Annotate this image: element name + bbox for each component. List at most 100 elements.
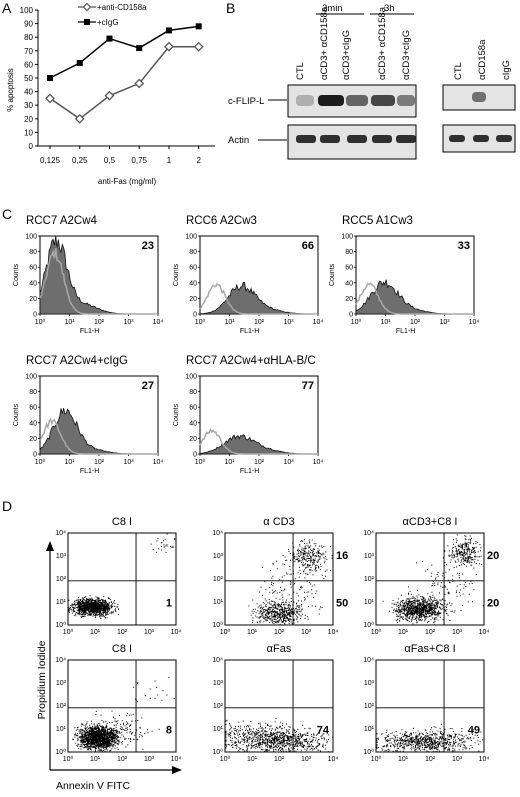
legend: +anti-CD158a +cIgG xyxy=(78,2,147,27)
cflip-band xyxy=(318,95,344,106)
hist-y-axis-label: Counts xyxy=(173,263,180,286)
dot-y-tick-label: 10² xyxy=(213,703,224,710)
hist-x-axis-label: FL1-H xyxy=(80,468,99,475)
data-point-anti-cd158a xyxy=(193,41,204,52)
y-tick-label: 40 xyxy=(24,88,33,97)
y-tick-label: 100 xyxy=(20,6,34,15)
hist-x-tick-label: 10³ xyxy=(283,459,294,466)
control-histogram xyxy=(199,282,318,315)
dot-y-tick-label: 10² xyxy=(56,576,67,583)
dot-x-tick-label: 10¹ xyxy=(90,756,101,763)
dot-y-tick-label: 10¹ xyxy=(213,726,224,733)
lane-acd158a-right: αCD158a xyxy=(477,39,488,80)
hist-y-tick-label: 60 xyxy=(29,405,37,412)
dot-x-tick-label: 10⁴ xyxy=(171,629,182,636)
lower-right-percent: 20 xyxy=(487,598,499,610)
hist-x-tick-label: 10⁴ xyxy=(153,459,164,466)
lower-right-percent: 74 xyxy=(317,725,330,737)
western-blot-panel: 3min 3h CTL αCD3+ αCD158a αCD3+cIgG αCD3… xyxy=(228,3,516,160)
histogram-value: 23 xyxy=(142,240,154,252)
x-axis-label: anti-Fas (mg/ml) xyxy=(98,177,157,186)
row-label-actin: Actin xyxy=(228,135,249,146)
hist-x-axis-label: FL1-H xyxy=(240,468,259,475)
hist-x-axis-label: FL1-H xyxy=(396,328,415,335)
data-point-anti-cd158a xyxy=(74,113,85,124)
hist-y-tick-label: 60 xyxy=(189,405,197,412)
x-tick-label: 0,5 xyxy=(104,156,116,165)
hist-x-tick-label: 10³ xyxy=(123,459,134,466)
y-tick-label: 50 xyxy=(24,74,33,83)
dot-x-tick-label: 10² xyxy=(274,629,285,636)
actin-band xyxy=(372,135,392,143)
dot-y-tick-label: 10⁰ xyxy=(363,748,374,756)
d-y-arrowhead xyxy=(46,541,54,551)
dot-y-tick-label: 10¹ xyxy=(364,726,375,733)
hist-y-tick-label: 80 xyxy=(29,249,37,256)
hist-y-tick-label: 40 xyxy=(189,280,197,287)
event-dots xyxy=(72,677,175,753)
x-tick-label: 0,125 xyxy=(40,156,61,165)
d-y-axis-label: Propidium Iodide xyxy=(36,640,48,719)
lane-cigg-right: cIgG xyxy=(501,60,512,80)
hist-y-tick-label: 60 xyxy=(29,265,37,272)
y-tick-label: 90 xyxy=(24,20,33,29)
panel-letter-c: C xyxy=(2,206,12,222)
lower-right-percent: 50 xyxy=(336,598,348,610)
data-point-anti-cd158a xyxy=(134,78,145,89)
dotplot-frame xyxy=(67,659,177,753)
dot-y-tick-label: 10⁴ xyxy=(55,657,66,664)
dot-y-tick-label: 10¹ xyxy=(56,599,67,606)
data-point-cigg xyxy=(106,35,113,42)
hist-x-tick-label: 10⁰ xyxy=(195,458,206,466)
histogram-panel: RCC7 A2Cw4+cIgG 27 0 20 40 60 80 100 Counts 10⁰ 10… xyxy=(13,355,163,475)
actin-band-right xyxy=(496,135,512,142)
hist-x-tick-label: 10² xyxy=(410,319,421,326)
data-point-cigg xyxy=(165,27,172,34)
dotplot-frame xyxy=(224,659,334,753)
dot-x-tick-label: 10³ xyxy=(452,629,463,636)
lower-right-percent: 8 xyxy=(166,725,172,737)
histogram-value: 33 xyxy=(458,240,470,252)
lower-right-percent: 49 xyxy=(468,725,480,737)
hist-x-tick-label: 10¹ xyxy=(64,459,75,466)
dot-x-tick-label: 10⁰ xyxy=(371,628,382,636)
event-dots xyxy=(248,539,333,626)
legend-label-anti-cd158a: +anti-CD158a xyxy=(97,3,147,12)
event-dots xyxy=(225,718,334,753)
y-tick-label: 70 xyxy=(24,47,33,56)
histogram-panel: RCC7 A2Cw4 23 0 20 40 60 80 100 Counts 10⁰ 10¹ 10² 1… xyxy=(13,215,163,335)
hist-y-tick-label: 40 xyxy=(29,420,37,427)
hist-x-tick-label: 10⁴ xyxy=(313,319,324,326)
y-tick-label: 80 xyxy=(24,33,33,42)
hist-y-tick-label: 80 xyxy=(345,249,353,256)
upper-right-percent: 20 xyxy=(487,550,499,562)
dot-x-tick-label: 10⁰ xyxy=(220,755,231,763)
dot-x-tick-label: 10⁰ xyxy=(371,755,382,763)
y-tick-label: 0 xyxy=(29,142,34,151)
hist-x-tick-label: 10² xyxy=(94,319,105,326)
hist-y-axis-label: Counts xyxy=(13,403,20,426)
x-tick-label: 1 xyxy=(167,156,172,165)
dot-y-tick-label: 10¹ xyxy=(213,599,224,606)
lane-acd3-cigg-3min: αCD3+cIgG xyxy=(341,30,352,80)
dot-y-tick-label: 10⁴ xyxy=(55,530,66,537)
dot-y-tick-label: 10³ xyxy=(364,553,375,560)
dot-x-tick-label: 10⁴ xyxy=(479,629,490,636)
hist-y-tick-label: 40 xyxy=(29,280,37,287)
x-tick-label: 2 xyxy=(196,156,201,165)
dot-x-tick-label: 10⁴ xyxy=(328,629,339,636)
hist-y-tick-label: 100 xyxy=(341,234,353,241)
dot-y-tick-label: 10⁰ xyxy=(55,621,66,629)
lane-ctl: CTL xyxy=(295,62,306,80)
dotplot-frame xyxy=(224,532,334,626)
dot-x-tick-label: 10⁰ xyxy=(220,628,231,636)
dotplot-title: C8 I xyxy=(112,516,132,528)
dot-y-tick-label: 10⁴ xyxy=(363,657,374,664)
dot-y-tick-label: 10⁴ xyxy=(212,657,223,664)
dotplot-title: α CD3 xyxy=(263,516,294,528)
histogram-frame xyxy=(199,375,319,455)
